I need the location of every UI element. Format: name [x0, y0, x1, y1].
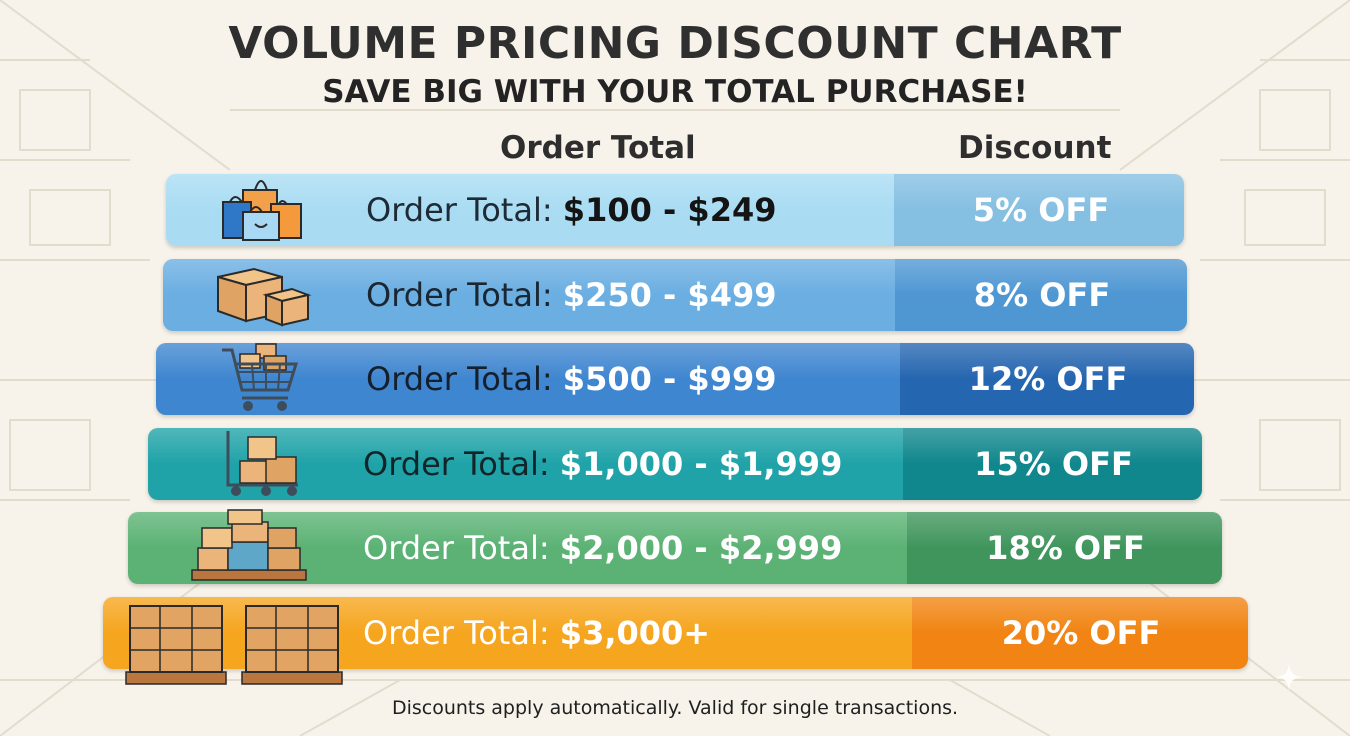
tier-row-1-value: $100 - $249 — [562, 191, 777, 229]
shopping-bags-icon — [222, 180, 302, 241]
tier-row-2-prefix: Order Total: — [366, 276, 563, 314]
tier-row-5: Order Total: $2,000 - $2,999 18% OFF — [128, 512, 1222, 584]
tier-row-4-discount: 15% OFF — [974, 445, 1133, 483]
tier-row-3-value: $500 - $999 — [562, 360, 777, 398]
tier-row-6-range: Order Total: $3,000+ — [363, 597, 710, 669]
tier-row-6-prefix: Order Total: — [363, 614, 560, 652]
tier-row-2-discount: 8% OFF — [973, 276, 1111, 314]
tier-row-3-prefix: Order Total: — [366, 360, 563, 398]
tier-row-6-band — [103, 597, 913, 669]
tier-row-3: Order Total: $500 - $999 12% OFF — [156, 343, 1194, 415]
tier-row-1-range: Order Total: $100 - $249 — [366, 174, 776, 246]
tier-row-1: Order Total: $100 - $249 5% OFF — [166, 174, 1184, 246]
pallets-icon — [125, 605, 343, 685]
tier-row-2: Order Total: $250 - $499 8% OFF — [163, 259, 1187, 331]
tier-row-1-discount-band — [894, 174, 1184, 246]
tier-row-5-value: $2,000 - $2,999 — [559, 529, 843, 567]
tier-row-1-gloss — [166, 174, 1184, 210]
tier-row-6-discount: 20% OFF — [1001, 614, 1161, 652]
footnote: Discounts apply automatically. Valid for… — [391, 697, 959, 719]
tier-row-4-discount-band — [903, 428, 1202, 500]
sparkle-icon — [1275, 663, 1303, 691]
tier-row-5-discount-band — [907, 512, 1222, 584]
tier-row-3-discount: 12% OFF — [968, 360, 1128, 398]
tier-row-6-value: $3,000+ — [559, 614, 711, 652]
cardboard-boxes-icon — [217, 267, 312, 327]
order-total-column-header: Order Total — [500, 130, 696, 166]
tier-row-2-gloss — [163, 259, 1187, 295]
hand-truck-icon — [226, 431, 298, 496]
tier-row-4-value: $1,000 - $1,999 — [559, 445, 843, 483]
discount-column-header: Discount — [958, 130, 1112, 166]
page-title: VOLUME PRICING DISCOUNT CHART — [228, 18, 1122, 69]
tier-row-5-prefix: Order Total: — [363, 529, 560, 567]
tier-row-6: Order Total: $3,000+ 20% OFF — [103, 597, 1248, 669]
tier-row-2-discount-band — [895, 259, 1187, 331]
tier-row-3-gloss — [156, 343, 1194, 379]
tier-row-6-discount-band — [912, 597, 1248, 669]
tier-row-1-discount: 5% OFF — [972, 191, 1110, 229]
tier-row-5-discount: 18% OFF — [986, 529, 1145, 567]
tier-row-2-range: Order Total: $250 - $499 — [366, 259, 776, 331]
tier-row-2-value: $250 - $499 — [562, 276, 777, 314]
tier-row-5-range: Order Total: $2,000 - $2,999 — [363, 512, 842, 584]
tier-row-1-prefix: Order Total: — [366, 191, 563, 229]
tier-row-5-gloss — [128, 512, 1222, 548]
tier-row-4-range: Order Total: $1,000 - $1,999 — [363, 428, 842, 500]
page-subtitle: SAVE BIG WITH YOUR TOTAL PURCHASE! — [322, 74, 1028, 110]
tier-row-4: Order Total: $1,000 - $1,999 15% OFF — [148, 428, 1202, 500]
pallet-icon — [191, 509, 307, 581]
tier-row-4-gloss — [148, 428, 1202, 464]
tier-row-3-range: Order Total: $500 - $999 — [366, 343, 776, 415]
shopping-cart-icon — [222, 343, 299, 411]
tier-row-4-prefix: Order Total: — [363, 445, 560, 483]
tier-row-3-discount-band — [900, 343, 1194, 415]
